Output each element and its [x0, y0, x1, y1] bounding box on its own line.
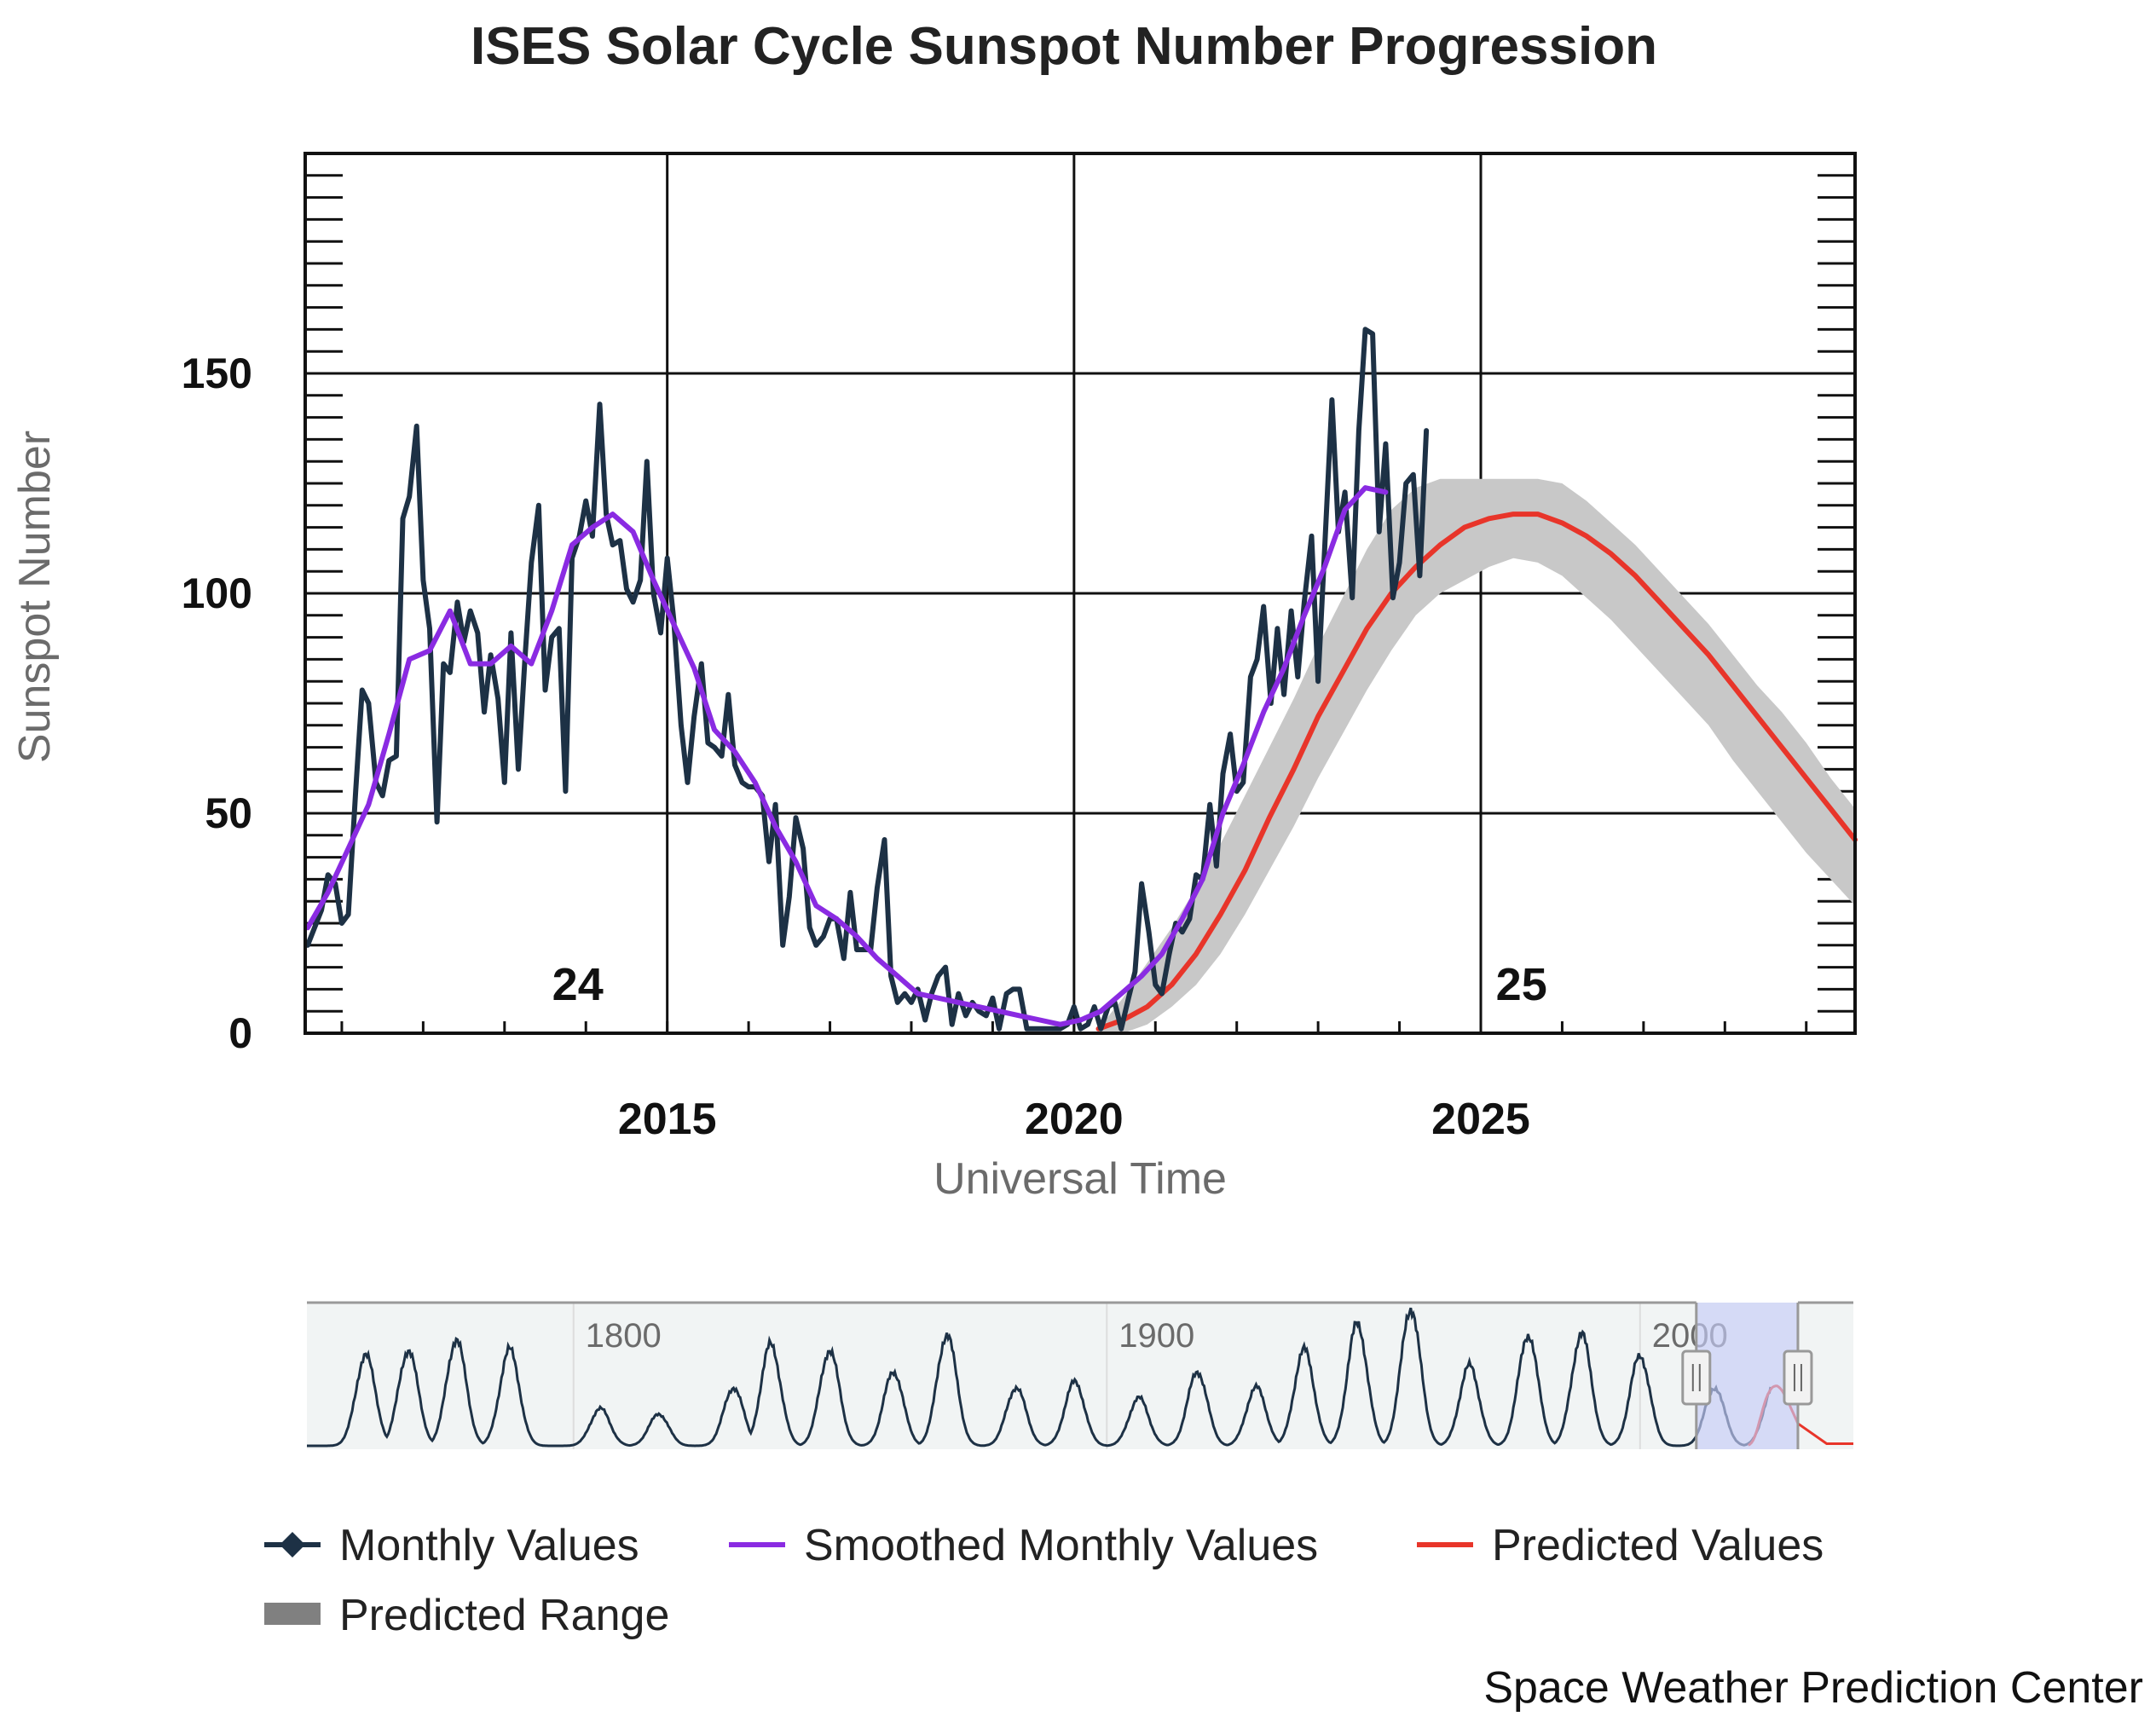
- chart-title: ISES Solar Cycle Sunspot Number Progress…: [471, 17, 1657, 76]
- legend-item-range: Predicted Range: [264, 1591, 669, 1640]
- y-tick-label: 0: [228, 1009, 252, 1057]
- x-tick-label: 2015: [618, 1095, 717, 1144]
- x-axis-title: Universal Time: [933, 1154, 1227, 1204]
- y-tick-label: 50: [205, 789, 252, 837]
- legend-label: Predicted Values: [1492, 1521, 1824, 1570]
- y-tick-label: 150: [182, 350, 252, 397]
- smoothed-values-line: [304, 485, 1389, 1027]
- navigator-left-handle[interactable]: [1681, 1349, 1712, 1406]
- predicted-values-line: [1095, 511, 1858, 1032]
- cycle-label: 24: [552, 959, 604, 1010]
- navigator-outline: [307, 1301, 1853, 1449]
- legend-item-smoothed: Smoothed Monthly Values: [729, 1521, 1318, 1570]
- navigator-background: [307, 1303, 1853, 1449]
- legend-label: Predicted Range: [339, 1591, 669, 1640]
- plot-area: 0 50 100 150 2015 2020 2025 24 25: [182, 152, 1858, 1144]
- legend: Monthly Values Smoothed Monthly Values Pre…: [264, 1521, 1824, 1640]
- y-tick-label: 100: [182, 569, 252, 617]
- y-axis-title: Sunspot Number: [10, 431, 60, 763]
- navigator-history-line: [307, 1307, 1772, 1448]
- credit-label: Space Weather Prediction Center: [1483, 1663, 2143, 1713]
- x-tick-label: 2020: [1025, 1095, 1124, 1144]
- predicted-range-band: [1098, 478, 1855, 1033]
- plot-frame: [303, 152, 1857, 1035]
- navigator-right-handle[interactable]: [1783, 1349, 1813, 1406]
- cycle-label: 25: [1496, 959, 1547, 1010]
- navigator-year-label: 1900: [1118, 1317, 1194, 1355]
- legend-label: Monthly Values: [339, 1521, 639, 1570]
- range-navigator[interactable]: 1800 1900 2000: [307, 1301, 1853, 1449]
- x-tick-label: 2025: [1431, 1095, 1530, 1144]
- monthly-values-line: [304, 327, 1430, 1032]
- legend-label: Smoothed Monthly Values: [804, 1521, 1318, 1570]
- navigator-year-label: 1800: [586, 1317, 662, 1355]
- legend-marker-diamond: [280, 1532, 305, 1558]
- legend-symbol-range: [264, 1603, 321, 1625]
- handle-grip[interactable]: [1681, 1349, 1712, 1406]
- legend-item-predicted: Predicted Values: [1417, 1521, 1824, 1570]
- navigator-selection-window[interactable]: [1696, 1303, 1798, 1449]
- legend-item-monthly: Monthly Values: [264, 1521, 639, 1570]
- handle-grip[interactable]: [1783, 1349, 1813, 1406]
